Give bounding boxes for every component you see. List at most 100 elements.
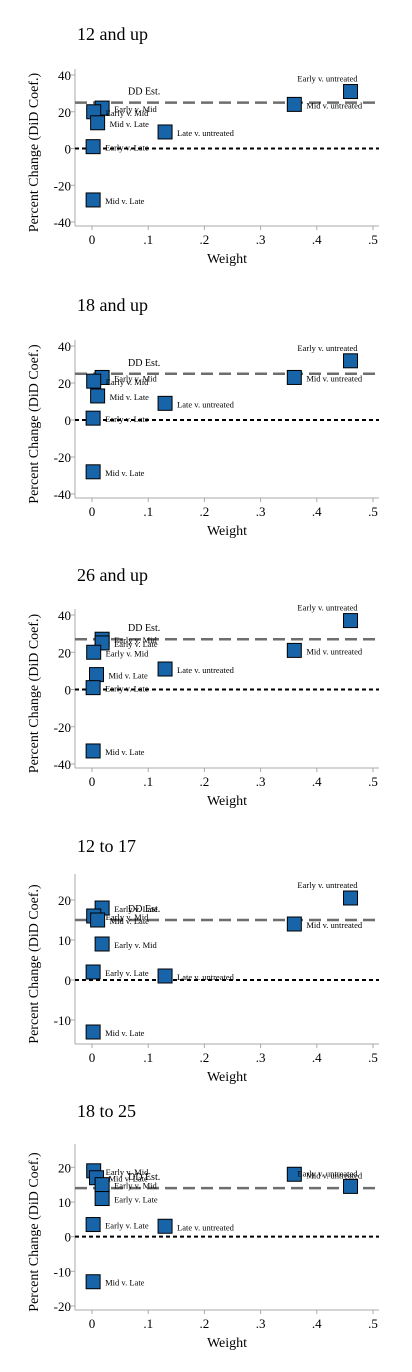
- data-point-label: Mid v. Late: [105, 1028, 145, 1038]
- data-point: [90, 115, 106, 131]
- x-tick-label: .3: [256, 232, 266, 247]
- data-point-label: Early v. Late: [114, 904, 158, 914]
- data-point: [286, 642, 302, 658]
- x-tick-label: 0: [89, 504, 96, 519]
- y-tick-label: 40: [58, 608, 71, 623]
- panel-title: 18 and up: [77, 295, 148, 315]
- y-tick-label: 20: [58, 105, 71, 120]
- y-tick-label: -10: [54, 1264, 71, 1279]
- data-point-label: Early v. Mid: [114, 104, 157, 114]
- data-point-label: Mid v. Late: [110, 392, 150, 402]
- data-point-label: Mid v. Late: [105, 196, 145, 206]
- data-point-label: Early v. Late: [114, 1195, 158, 1205]
- y-tick-label: -20: [54, 720, 71, 735]
- data-point: [157, 661, 173, 677]
- dd-estimate-label: DD Est.: [128, 623, 160, 634]
- x-tick-label: 0: [89, 1050, 96, 1065]
- data-point-label: Early v. Late: [105, 414, 149, 424]
- y-tick-label: 10: [58, 1195, 71, 1210]
- x-tick-label: .3: [256, 1316, 266, 1331]
- data-point-label: Mid v. Late: [105, 468, 145, 478]
- data-point-label: Early v. untreated: [297, 1168, 358, 1178]
- x-tick-label: .2: [200, 1050, 210, 1065]
- data-point: [343, 890, 359, 906]
- chart-panel-1: 12 and up -40 -20 0 20 40 0 .1 .2 .3 .4 .5 Weight Per…: [27, 24, 379, 267]
- data-point: [286, 96, 302, 112]
- data-point: [85, 1274, 101, 1290]
- y-axis-label: Percent Change (DiD Coef.): [27, 72, 42, 232]
- x-tick-label: .4: [312, 504, 322, 519]
- panel-title: 18 to 25: [77, 1101, 136, 1121]
- data-point: [286, 369, 302, 385]
- data-point: [94, 1177, 110, 1193]
- dd-estimate-label: DD Est.: [128, 358, 160, 369]
- data-point: [343, 613, 359, 629]
- data-point-label: Early v. Late: [105, 143, 149, 153]
- data-point-label: Early v. Mid: [114, 635, 157, 645]
- x-axis-label: Weight: [207, 252, 247, 267]
- x-tick-label: .4: [312, 774, 322, 789]
- data-point-label: Early v. Mid: [114, 373, 157, 383]
- x-tick-label: .2: [200, 504, 210, 519]
- x-tick-label: .3: [256, 504, 266, 519]
- data-point-label: Late v. untreated: [177, 665, 235, 675]
- data-point: [85, 1024, 101, 1040]
- data-point: [86, 644, 102, 660]
- data-point-label: Early v. Mid: [106, 648, 149, 658]
- data-point: [85, 192, 101, 208]
- data-point-label: Early v. untreated: [297, 880, 358, 890]
- y-tick-label: 40: [58, 339, 71, 354]
- data-point-label: Early v. untreated: [297, 343, 358, 353]
- x-axis-label: Weight: [207, 1336, 247, 1351]
- panel-title: 12 and up: [77, 24, 148, 44]
- data-point-label: Mid v. Late: [108, 671, 148, 681]
- data-point: [85, 139, 101, 155]
- data-point-label: Mid v. Late: [105, 1278, 145, 1288]
- data-point: [157, 1218, 173, 1234]
- data-point: [85, 680, 101, 696]
- data-point: [343, 353, 359, 369]
- chart-panel-4: 12 to 17 -10 0 10 20 0 .1 .2 .3 .4 .5 Weight Percent…: [27, 836, 379, 1085]
- data-point-label: Mid v. Late: [108, 1174, 148, 1184]
- y-tick-label: -40: [54, 757, 71, 772]
- data-point: [157, 395, 173, 411]
- dd-estimate-label: DD Est.: [128, 87, 160, 98]
- x-axis-label: Weight: [207, 524, 247, 539]
- data-point-label: Early v. untreated: [297, 603, 358, 613]
- data-point: [85, 964, 101, 980]
- data-point-label: Early v. Mid: [114, 1181, 157, 1191]
- data-point: [286, 1166, 302, 1182]
- panel-title: 12 to 17: [77, 836, 136, 856]
- dd-estimate-label: DD Est.: [128, 1172, 160, 1183]
- data-point-label: Mid v. Late: [110, 119, 150, 129]
- data-point-label: Mid v. Late: [105, 747, 145, 757]
- y-tick-label: 20: [58, 376, 71, 391]
- x-tick-label: .1: [143, 504, 153, 519]
- data-point-label: Mid v. Late: [110, 916, 150, 926]
- y-tick-label: -10: [54, 1013, 71, 1028]
- chart-panel-2: 18 and up -40 -20 0 20 40 0 .1 .2 .3 .4 .5 Weight Per…: [27, 295, 379, 539]
- data-point: [85, 464, 101, 480]
- x-tick-label: .4: [312, 1050, 322, 1065]
- x-tick-label: .3: [256, 1050, 266, 1065]
- y-tick-label: 40: [58, 68, 71, 83]
- y-tick-label: -40: [54, 487, 71, 502]
- x-tick-label: .1: [143, 774, 153, 789]
- data-point: [157, 968, 173, 984]
- data-point-label: Mid v. untreated: [306, 1170, 363, 1180]
- x-tick-label: .1: [143, 232, 153, 247]
- x-tick-label: .4: [312, 232, 322, 247]
- data-point: [286, 916, 302, 932]
- y-tick-label: 20: [58, 645, 71, 660]
- y-tick-label: 0: [65, 683, 72, 698]
- data-point-label: Mid v. untreated: [306, 373, 363, 383]
- data-point-label: Early v. untreated: [297, 74, 358, 84]
- data-point: [343, 1178, 359, 1194]
- data-point: [85, 1217, 101, 1233]
- y-tick-label: 0: [65, 413, 72, 428]
- data-point-label: Early v. Mid: [106, 1167, 149, 1177]
- data-point-label: Late v. untreated: [177, 972, 235, 982]
- data-point-label: Early v. Late: [114, 639, 158, 649]
- x-tick-label: .5: [368, 1050, 378, 1065]
- data-point: [94, 1191, 110, 1207]
